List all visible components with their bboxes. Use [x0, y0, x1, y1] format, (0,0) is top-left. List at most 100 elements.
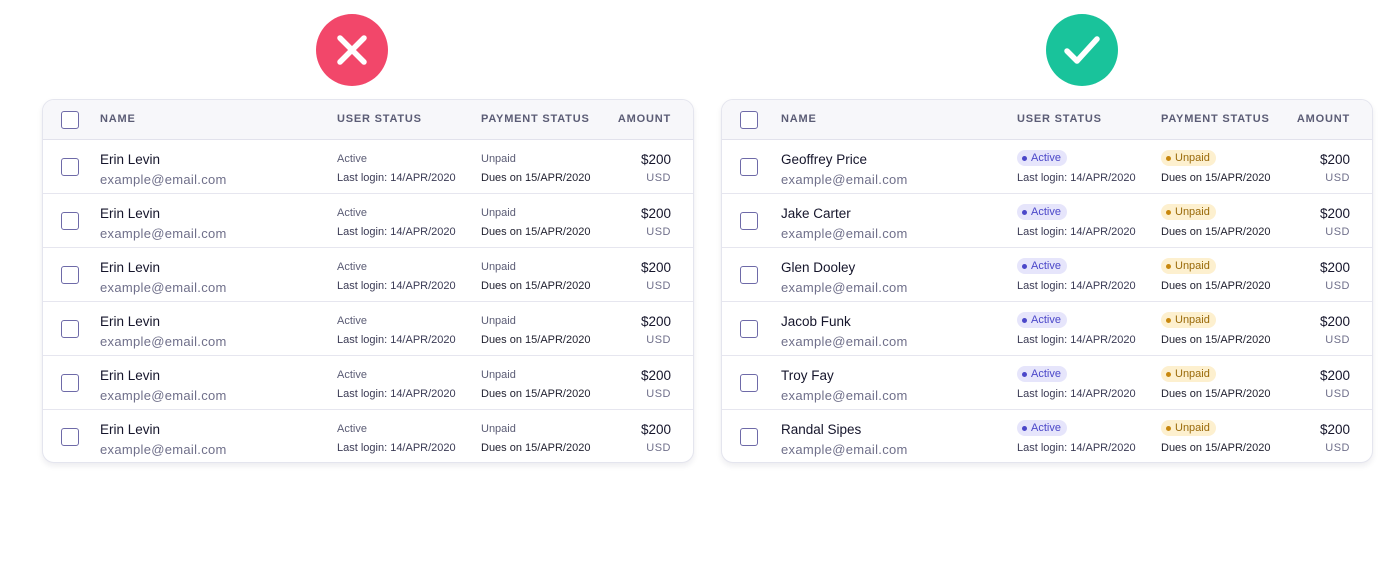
last-login: Last login: 14/APR/2020 — [1017, 172, 1136, 184]
row-checkbox[interactable] — [61, 428, 79, 446]
user-status-badge: Active — [1017, 150, 1067, 166]
select-all-checkbox[interactable] — [740, 111, 758, 129]
user-name: Erin Levin — [100, 206, 161, 221]
row-checkbox[interactable] — [740, 212, 758, 230]
user-name: Randal Sipes — [781, 422, 862, 437]
last-login: Last login: 14/APR/2020 — [337, 388, 456, 400]
user-email: example@email.com — [100, 442, 227, 457]
table-row[interactable]: Erin Levin example@email.com Active Last lo… — [43, 302, 693, 356]
table-row[interactable]: Troy Fay example@email.com Active Last logi… — [722, 356, 1372, 410]
last-login: Last login: 14/APR/2020 — [1017, 442, 1136, 454]
header-user-status[interactable]: USER STATUS — [1017, 113, 1102, 125]
payment-status-text: Unpaid — [481, 261, 516, 273]
last-login: Last login: 14/APR/2020 — [1017, 280, 1136, 292]
row-checkbox[interactable] — [61, 158, 79, 176]
last-login: Last login: 14/APR/2020 — [337, 334, 456, 346]
status-dot-icon — [1166, 155, 1171, 161]
last-login: Last login: 14/APR/2020 — [1017, 388, 1136, 400]
header-payment-status[interactable]: PAYMENT STATUS — [481, 113, 590, 125]
amount-currency: USD — [1325, 442, 1350, 454]
amount-currency: USD — [1325, 334, 1350, 346]
dues-date: Dues on 15/APR/2020 — [481, 388, 591, 400]
amount-value: $200 — [640, 152, 671, 167]
amount-currency: USD — [1325, 226, 1350, 238]
header-user-status[interactable]: USER STATUS — [337, 113, 422, 125]
payment-status-badge: Unpaid — [1161, 366, 1216, 382]
row-checkbox[interactable] — [740, 266, 758, 284]
last-login: Last login: 14/APR/2020 — [337, 280, 456, 292]
dues-date: Dues on 15/APR/2020 — [481, 280, 591, 292]
user-email: example@email.com — [100, 172, 227, 187]
amount-currency: USD — [646, 280, 671, 292]
user-name: Erin Levin — [100, 368, 161, 383]
user-status-badge: Active — [1017, 258, 1067, 274]
row-checkbox[interactable] — [61, 212, 79, 230]
user-name: Geoffrey Price — [781, 152, 868, 167]
amount-value: $200 — [1319, 152, 1350, 167]
user-status-badge: Active — [1017, 366, 1067, 382]
table-row[interactable]: Erin Levin example@email.com Active Last lo… — [43, 140, 693, 194]
table-row[interactable]: Jacob Funk example@email.com Active Last lo… — [722, 302, 1372, 356]
user-status-label: Active — [1031, 260, 1061, 272]
status-dot-icon — [1166, 425, 1171, 431]
payment-status-text: Unpaid — [481, 315, 516, 327]
table-good-example: NAME USER STATUS PAYMENT STATUS AMOUNT G… — [721, 99, 1373, 463]
payment-status-text: Unpaid — [481, 369, 516, 381]
user-status-label: Active — [1031, 422, 1061, 434]
row-checkbox[interactable] — [740, 374, 758, 392]
row-checkbox[interactable] — [740, 320, 758, 338]
user-status-text: Active — [337, 207, 367, 219]
last-login: Last login: 14/APR/2020 — [1017, 334, 1136, 346]
user-name: Erin Levin — [100, 422, 161, 437]
amount-value: $200 — [640, 260, 671, 275]
user-status-badge: Active — [1017, 204, 1067, 220]
user-status-text: Active — [337, 369, 367, 381]
dues-date: Dues on 15/APR/2020 — [481, 334, 591, 346]
user-email: example@email.com — [781, 442, 908, 457]
row-checkbox[interactable] — [740, 428, 758, 446]
dues-date: Dues on 15/APR/2020 — [481, 226, 591, 238]
status-dot-icon — [1166, 371, 1171, 377]
dues-date: Dues on 15/APR/2020 — [481, 442, 591, 454]
table-header: NAME USER STATUS PAYMENT STATUS AMOUNT — [722, 100, 1372, 140]
user-email: example@email.com — [781, 172, 908, 187]
status-dot-icon — [1022, 425, 1027, 431]
last-login: Last login: 14/APR/2020 — [337, 226, 456, 238]
amount-currency: USD — [1325, 172, 1350, 184]
row-checkbox[interactable] — [61, 266, 79, 284]
user-status-label: Active — [1031, 206, 1061, 218]
header-amount[interactable]: AMOUNT — [1296, 113, 1350, 125]
check-icon — [1046, 14, 1118, 86]
table-row[interactable]: Erin Levin example@email.com Active Last lo… — [43, 410, 693, 462]
dues-date: Dues on 15/APR/2020 — [1161, 172, 1271, 184]
row-checkbox[interactable] — [61, 374, 79, 392]
row-checkbox[interactable] — [740, 158, 758, 176]
table-row[interactable]: Erin Levin example@email.com Active Last lo… — [43, 356, 693, 410]
payment-status-label: Unpaid — [1175, 260, 1210, 272]
table-row[interactable]: Geoffrey Price example@email.com Active Las… — [722, 140, 1372, 194]
user-name: Jacob Funk — [781, 314, 851, 329]
header-amount[interactable]: AMOUNT — [617, 113, 671, 125]
row-checkbox[interactable] — [61, 320, 79, 338]
dues-date: Dues on 15/APR/2020 — [1161, 334, 1271, 346]
table-row[interactable]: Erin Levin example@email.com Active Last lo… — [43, 194, 693, 248]
user-status-text: Active — [337, 315, 367, 327]
header-name[interactable]: NAME — [781, 113, 817, 125]
user-email: example@email.com — [100, 334, 227, 349]
table-row[interactable]: Erin Levin example@email.com Active Last lo… — [43, 248, 693, 302]
table-row[interactable]: Jake Carter example@email.com Active Last l… — [722, 194, 1372, 248]
header-payment-status[interactable]: PAYMENT STATUS — [1161, 113, 1270, 125]
payment-status-text: Unpaid — [481, 153, 516, 165]
amount-value: $200 — [640, 314, 671, 329]
payment-status-label: Unpaid — [1175, 368, 1210, 380]
header-name[interactable]: NAME — [100, 113, 136, 125]
table-row[interactable]: Glen Dooley example@email.com Active Last l… — [722, 248, 1372, 302]
user-name: Jake Carter — [781, 206, 851, 221]
table-bad-example: NAME USER STATUS PAYMENT STATUS AMOUNT E… — [42, 99, 694, 463]
user-email: example@email.com — [781, 388, 908, 403]
payment-status-label: Unpaid — [1175, 206, 1210, 218]
select-all-checkbox[interactable] — [61, 111, 79, 129]
table-row[interactable]: Randal Sipes example@email.com Active Last … — [722, 410, 1372, 462]
amount-value: $200 — [640, 206, 671, 221]
payment-status-badge: Unpaid — [1161, 204, 1216, 220]
